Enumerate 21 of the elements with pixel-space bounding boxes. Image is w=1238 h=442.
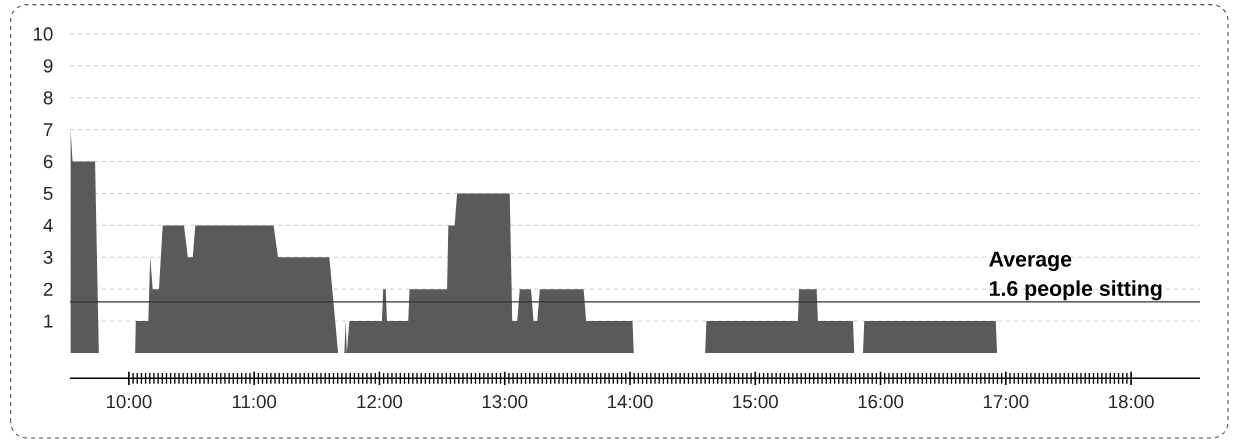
x-tick-label: 13:00 [482,395,528,409]
y-tick-label: 5 [43,186,53,201]
x-tick-label: 10:00 [106,395,152,409]
y-tick-label: 4 [43,218,53,232]
x-tick-label: 15:00 [733,395,778,409]
y-tick-label: 2 [43,282,53,296]
annotation: 1.6 people sitting [989,280,1162,301]
ref-line-label: Average [989,251,1072,272]
y-tick-label: 6 [43,154,53,169]
y-tick-label: 8 [43,91,53,105]
x-tick-label: 14:00 [608,395,653,409]
x-tick-label: 18:00 [1109,395,1154,409]
y-tick-label: 3 [43,250,53,264]
x-tick-label: 17:00 [983,395,1029,409]
x-tick-label: 12:00 [357,395,403,409]
y-tick-label: 7 [43,123,53,137]
x-tick-label: 16:00 [858,395,904,409]
y-tick-label: 9 [43,59,53,73]
y-tick-label: 10 [33,27,53,41]
y-tick-label: 1 [44,314,53,328]
x-tick-label: 11:00 [232,395,277,409]
